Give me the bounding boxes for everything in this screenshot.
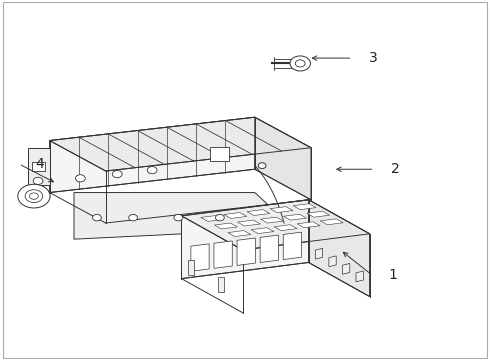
Polygon shape — [214, 241, 232, 268]
Polygon shape — [343, 264, 350, 274]
Polygon shape — [297, 222, 320, 228]
Circle shape — [112, 171, 122, 178]
Polygon shape — [49, 117, 311, 171]
Circle shape — [93, 215, 101, 221]
Polygon shape — [260, 235, 278, 262]
Polygon shape — [201, 215, 223, 221]
Circle shape — [147, 167, 157, 174]
Text: 3: 3 — [368, 51, 377, 65]
Polygon shape — [274, 225, 297, 231]
Bar — [188, 260, 194, 275]
Polygon shape — [255, 117, 311, 200]
Polygon shape — [309, 200, 369, 297]
Circle shape — [75, 175, 85, 182]
Bar — [210, 147, 229, 161]
Polygon shape — [356, 271, 364, 282]
Text: 1: 1 — [388, 268, 397, 282]
Polygon shape — [214, 223, 237, 229]
Polygon shape — [315, 248, 322, 259]
Bar — [219, 277, 224, 292]
Circle shape — [33, 177, 43, 184]
Polygon shape — [293, 204, 316, 210]
Circle shape — [29, 193, 38, 199]
Polygon shape — [191, 244, 209, 271]
Polygon shape — [329, 256, 336, 267]
Polygon shape — [307, 211, 330, 217]
Text: 2: 2 — [391, 162, 399, 176]
Circle shape — [25, 190, 43, 203]
Text: 4: 4 — [35, 157, 44, 171]
Circle shape — [295, 60, 305, 67]
Polygon shape — [181, 200, 309, 279]
Polygon shape — [49, 117, 255, 193]
Polygon shape — [228, 231, 251, 237]
Polygon shape — [238, 220, 260, 226]
Bar — [32, 162, 45, 171]
Polygon shape — [320, 219, 343, 225]
Polygon shape — [237, 238, 255, 265]
Polygon shape — [283, 232, 301, 260]
Polygon shape — [224, 212, 247, 219]
Polygon shape — [181, 200, 369, 250]
Circle shape — [129, 215, 138, 221]
Polygon shape — [74, 193, 294, 239]
Polygon shape — [27, 148, 49, 185]
Circle shape — [18, 184, 50, 208]
Polygon shape — [247, 210, 270, 216]
Polygon shape — [284, 214, 307, 220]
Circle shape — [216, 215, 224, 221]
Polygon shape — [261, 217, 283, 223]
Circle shape — [174, 215, 183, 221]
Circle shape — [290, 56, 311, 71]
Polygon shape — [251, 228, 274, 234]
Circle shape — [258, 163, 266, 168]
Polygon shape — [270, 207, 293, 212]
